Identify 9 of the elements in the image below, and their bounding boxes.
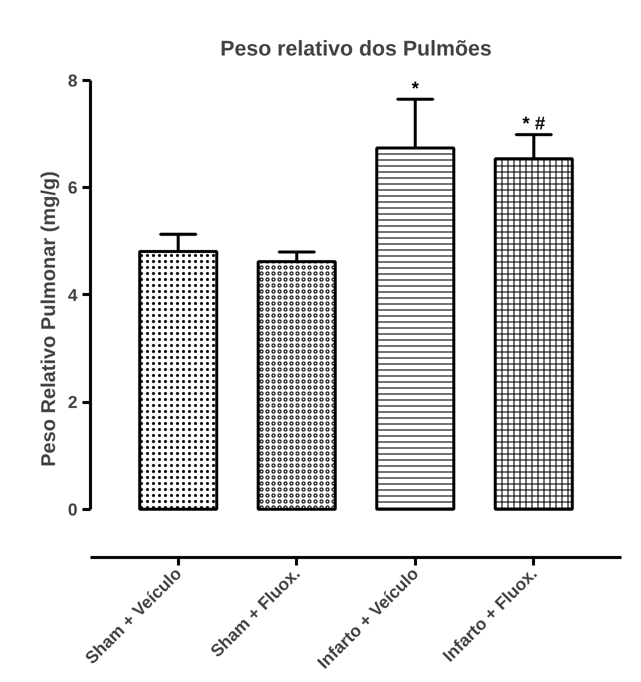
annotation: * # xyxy=(522,112,546,134)
y-tick-label: 4 xyxy=(68,284,78,305)
y-tick-label: 0 xyxy=(68,499,78,520)
y-axis-title: Peso Relativo Pulmonar (mg/g) xyxy=(38,171,60,467)
y-tick-label: 2 xyxy=(68,392,78,412)
chart-title: Peso relativo dos Pulmões xyxy=(220,36,492,60)
annotation: * xyxy=(412,77,420,98)
y-tick-label: 6 xyxy=(68,178,78,198)
y-tick-label: 8 xyxy=(68,70,78,90)
